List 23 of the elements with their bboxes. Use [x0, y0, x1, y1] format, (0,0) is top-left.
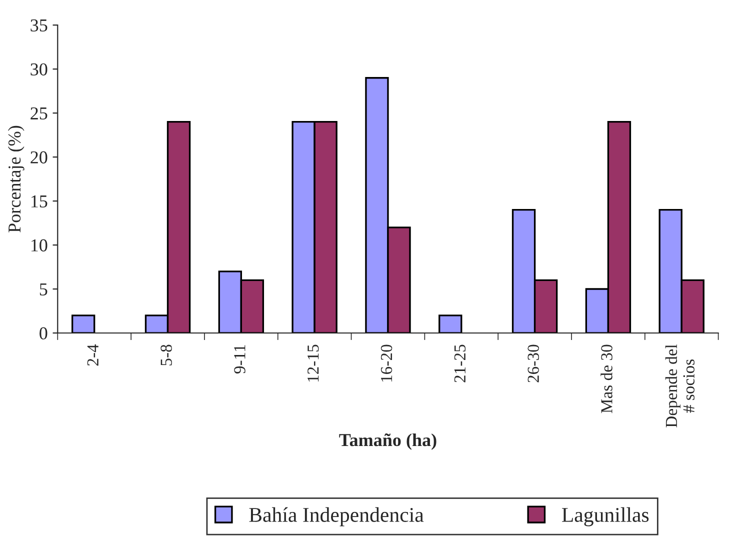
x-tick-label: 9-11	[234, 345, 246, 374]
y-tick-label: 35	[30, 19, 48, 32]
y-tick-label: 0	[40, 327, 48, 340]
x-tick-label: 26-30	[528, 344, 539, 382]
x-tick-label: 16-20	[380, 344, 392, 382]
y-tick-label: 25	[30, 107, 48, 120]
x-tick-label: 12-15	[308, 344, 319, 382]
y-tick-label: 20	[30, 151, 48, 164]
legend-label: Lagunillas	[562, 507, 649, 526]
bar	[438, 314, 462, 333]
y-tick-label: 10	[31, 239, 48, 252]
y-tick-label: 15	[31, 195, 48, 208]
x-tick-label: 2-4	[87, 344, 98, 366]
x-tick-label: Depende del # socios	[665, 344, 694, 428]
x-axis-title: Tamaño (ha)	[339, 433, 436, 450]
y-tick-label: 5	[40, 283, 48, 296]
x-tick-label: Mas de 30	[600, 344, 612, 414]
x-tick-label: 21-25	[454, 344, 466, 382]
legend-label: Bahía Independencia	[249, 507, 424, 526]
y-axis-title: Porcentaje (%)	[8, 126, 24, 232]
bar	[71, 314, 96, 333]
x-tick-label: 5-8	[160, 344, 172, 366]
y-tick-label: 30	[30, 63, 48, 76]
